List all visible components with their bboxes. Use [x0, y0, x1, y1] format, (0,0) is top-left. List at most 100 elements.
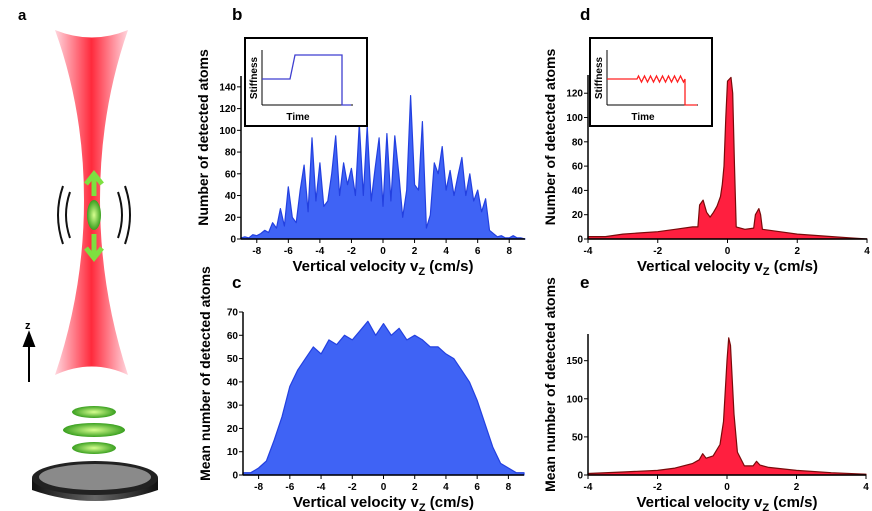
y-tick-label: 0 [232, 471, 238, 482]
y-tick-label: 10 [227, 447, 239, 458]
x-tick-label: 2 [412, 482, 418, 493]
x-axis-label-unit: (cm/s) [425, 258, 473, 275]
x-axis-label-text: Vertical velocity v [292, 258, 419, 275]
x-tick-label: 2 [794, 482, 800, 493]
x-axis-label-unit: (cm/s) [770, 258, 818, 275]
x-tick-label: -6 [284, 246, 293, 257]
x-axis-label-subscript: Z [763, 266, 770, 278]
x-tick-label: 0 [724, 482, 730, 493]
z-axis-arrow-icon [22, 330, 36, 382]
x-tick-label: 2 [794, 246, 800, 257]
vibration-arcs-right-icon [117, 185, 131, 245]
x-axis-label: Vertical velocity vZ (cm/s) [292, 258, 473, 278]
x-tick-label: -4 [584, 246, 593, 257]
y-tick-label: 100 [219, 126, 236, 137]
y-axis-label: Number of detected atoms [195, 49, 211, 226]
inset-stiffness-curve [262, 54, 351, 106]
x-axis-label-text: Vertical velocity v [637, 258, 764, 275]
x-tick-label: -6 [285, 482, 294, 493]
x-tick-label: 0 [380, 246, 386, 257]
y-tick-label: 50 [227, 354, 239, 365]
y-tick-label: 0 [230, 235, 236, 246]
z-axis-label: z [25, 320, 31, 332]
x-axis-label-subscript: Z [762, 502, 769, 511]
panel-label-c: c [232, 273, 241, 292]
x-tick-label: -8 [252, 246, 261, 257]
panel-label-a: a [18, 7, 27, 24]
inset-d: Time Stiffness [589, 37, 713, 127]
optical-trap-illustration: z [22, 30, 158, 501]
inset-x-label: Time [286, 112, 310, 123]
x-tick-label: 0 [725, 246, 731, 257]
inset-stiffness-curve [607, 74, 697, 106]
y-tick-label: 20 [572, 210, 584, 221]
x-axis-label-text: Vertical velocity v [293, 494, 420, 511]
x-axis-label: Vertical velocity vZ (cm/s) [293, 494, 474, 511]
x-tick-label: 6 [475, 246, 481, 257]
x-tick-label: -2 [653, 246, 662, 257]
x-axis-label-subscript: Z [419, 502, 426, 511]
vibration-arcs-left-icon [57, 185, 71, 245]
y-tick-label: 40 [225, 191, 237, 202]
x-axis-label-text: Vertical velocity v [636, 494, 763, 511]
y-tick-label: 0 [577, 235, 583, 246]
y-tick-label: 80 [225, 148, 237, 159]
x-tick-label: 8 [506, 482, 512, 493]
x-axis-label: Vertical velocity vZ (cm/s) [636, 494, 817, 511]
arrow-up-icon [84, 169, 104, 196]
chart-c: -8 -6 -4 -2 0 2 4 6 8 0 10 20 30 40 50 60 70 Vertical vel… [197, 266, 525, 511]
inset-b: Time Stiffness [244, 37, 368, 127]
y-tick-label: 150 [566, 356, 583, 367]
atom-cloud-icon [87, 200, 101, 230]
x-tick-label: 0 [381, 482, 387, 493]
inset-y-label: Stiffness [249, 56, 260, 99]
chart-b: -8 -6 -4 -2 0 2 4 6 8020406080100120140Vertical … [195, 37, 526, 278]
area-series [242, 320, 525, 476]
panel-label-b: b [232, 5, 242, 24]
x-tick-label: -4 [315, 246, 324, 257]
x-axis-label-unit: (cm/s) [426, 494, 474, 511]
panel-label-e: e [580, 273, 589, 292]
panel-label-d: d [580, 5, 590, 24]
y-tick-label: 80 [572, 137, 584, 148]
x-tick-label: 4 [863, 482, 869, 493]
x-tick-label: -4 [584, 482, 593, 493]
inset-frame [244, 37, 368, 127]
x-axis-label-unit: (cm/s) [769, 494, 817, 511]
inset-frame [589, 37, 713, 127]
x-tick-label: 4 [443, 246, 449, 257]
y-axis-label: Mean number of detected atoms [197, 266, 213, 481]
y-tick-label: 60 [572, 162, 584, 173]
area-series [587, 76, 868, 240]
atom-cloud-icon [63, 423, 125, 437]
x-tick-label: 4 [864, 246, 870, 257]
x-tick-label: -8 [254, 482, 263, 493]
x-tick-label: 4 [443, 482, 449, 493]
y-axis-label: Number of detected atoms [542, 48, 558, 225]
area-series [587, 337, 867, 476]
y-tick-label: 40 [227, 377, 239, 388]
arrow-down-icon [84, 234, 104, 263]
x-tick-label: -2 [653, 482, 662, 493]
y-tick-label: 0 [577, 471, 583, 482]
y-tick-label: 20 [227, 424, 239, 435]
y-tick-label: 140 [219, 82, 236, 93]
y-tick-label: 70 [227, 308, 239, 319]
x-tick-label: -2 [348, 482, 357, 493]
y-tick-label: 120 [219, 104, 236, 115]
atom-cloud-icon [72, 406, 116, 418]
y-tick-label: 100 [566, 394, 583, 405]
x-axis-label-subscript: Z [418, 266, 425, 278]
area-series [240, 95, 526, 240]
x-tick-label: 2 [412, 246, 418, 257]
y-tick-label: 120 [566, 89, 583, 100]
x-tick-label: 6 [474, 482, 480, 493]
x-axis-label: Vertical velocity vZ (cm/s) [637, 258, 818, 278]
x-tick-label: 8 [506, 246, 512, 257]
y-tick-label: 50 [572, 432, 584, 443]
y-tick-label: 100 [566, 113, 583, 124]
inset-x-label: Time [631, 112, 655, 123]
y-axis-label: Mean number of detected atoms [542, 277, 558, 492]
